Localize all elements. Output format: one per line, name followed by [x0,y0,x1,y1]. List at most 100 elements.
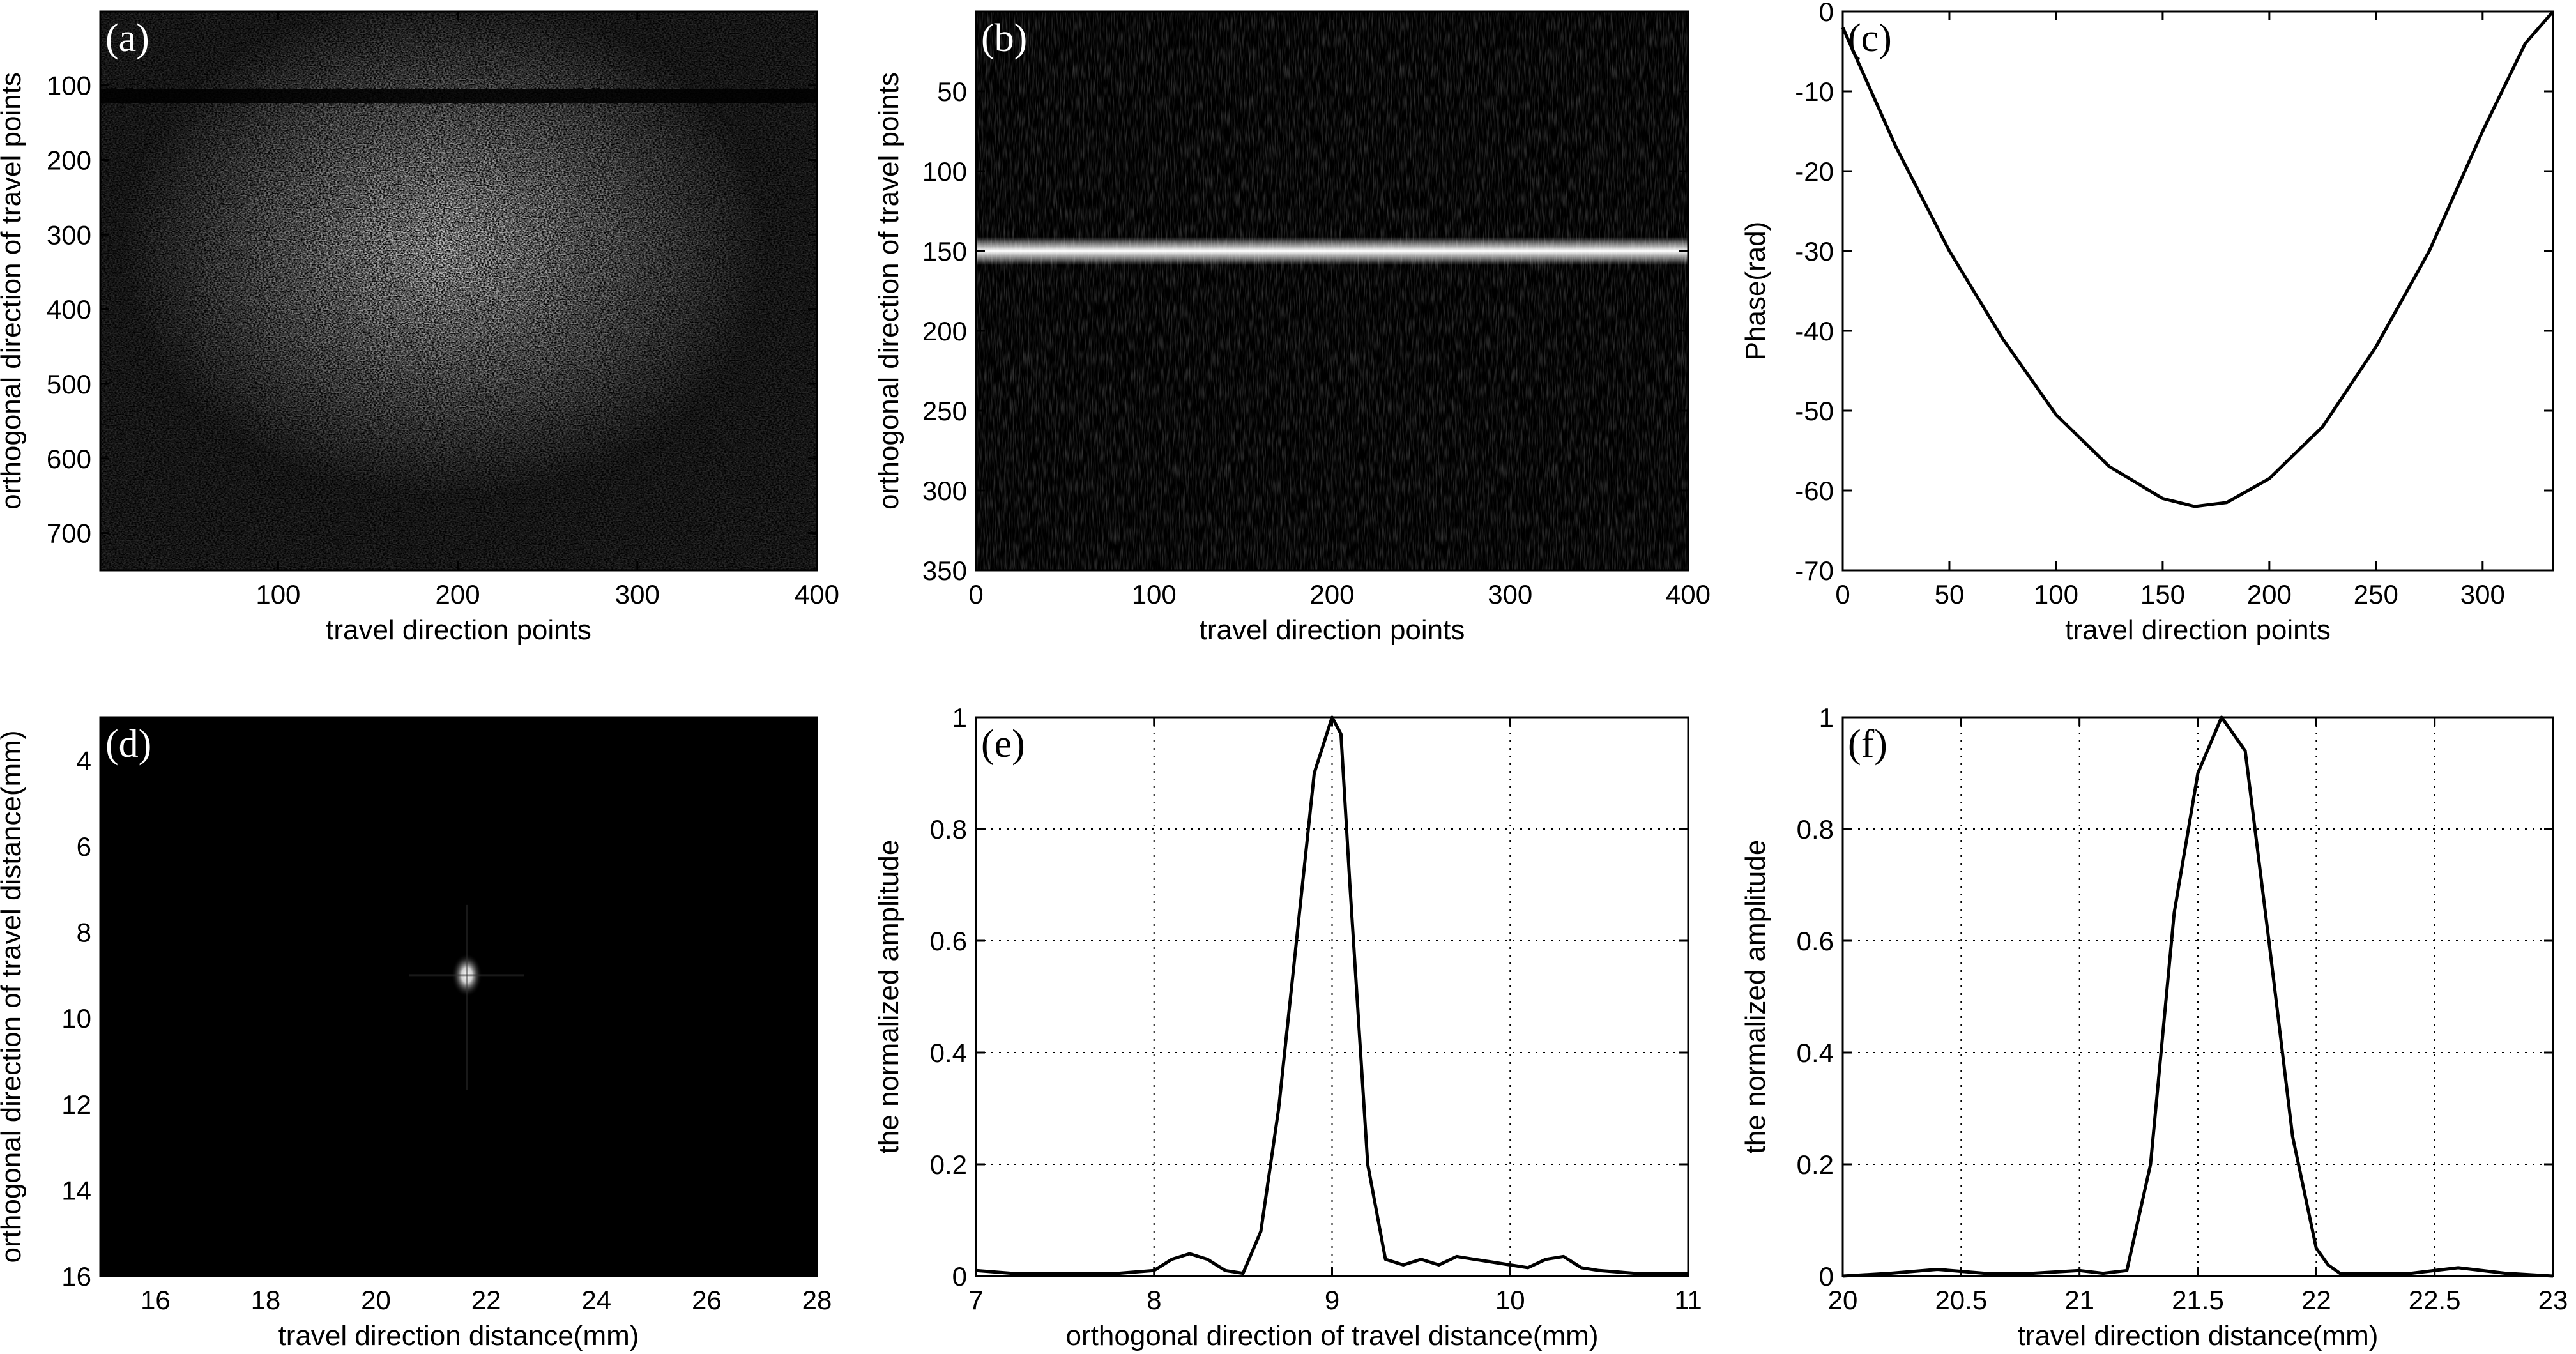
x-tick-label: 50 [1935,579,1965,609]
x-tick-label: 22 [471,1285,501,1315]
x-tick-label: 150 [2140,579,2185,609]
y-tick-label: -20 [1795,156,1834,186]
x-tick-label: 0 [968,579,983,609]
panel-e: 7 8 9 10 11 0 0.2 0.4 0.6 0.8 1 orthogonal directio… [873,703,1702,1351]
panel-label: (f) [1848,722,1887,766]
x-tick-label: 300 [1488,579,1532,609]
x-axis-label: travel direction points [1200,614,1465,646]
y-tick-label: 12 [61,1090,91,1120]
dark-band [100,89,817,103]
y-tick-label: 0 [952,1261,967,1291]
y-tick-label: -10 [1795,77,1834,107]
panel-c: 0 50 100 150 200 250 300 0 -10 -20 -30 -40 -50 -60 -70… [1740,0,2554,646]
panel-label: (d) [105,722,151,766]
x-tick-label: 10 [1495,1285,1525,1315]
x-tick-label: 21 [2064,1285,2094,1315]
range-noise [976,11,1688,570]
x-tick-label: 9 [1325,1285,1339,1315]
y-tick-label: 250 [922,396,967,426]
x-tick-label: 200 [436,579,480,609]
x-tick-label: 28 [802,1285,832,1315]
x-tick-label: 400 [795,579,839,609]
y-tick-label: 300 [47,220,91,250]
panel-label: (a) [105,17,149,60]
plot-background [1843,11,2553,570]
y-tick-label: 0.6 [1797,926,1834,956]
y-tick-label: 350 [922,556,967,586]
x-tick-label: 300 [2460,579,2505,609]
y-tick-label: 1 [952,703,967,733]
panel-a: 100 200 300 400 100 200 300 400 500 600 700 travel … [0,10,839,646]
x-tick-label: 20 [1828,1285,1858,1315]
y-tick-label: 10 [61,1003,91,1033]
y-tick-label: 0 [1819,0,1834,27]
y-tick-label: 0.4 [930,1038,967,1068]
y-axis-label: the normalized amplitude [1740,840,1771,1154]
panel-d: 16 18 20 22 24 26 28 4 6 8 10 12 14 16 travel directio… [0,716,832,1351]
panel-label: (c) [1848,17,1892,60]
plot-background [976,717,1688,1276]
y-tick-label: 600 [47,444,91,474]
y-axis-label: orthogonal direction of travel points [873,72,904,510]
y-tick-label: 400 [47,294,91,324]
x-tick-label: 100 [2034,579,2078,609]
y-tick-label: 0.8 [1797,814,1834,844]
speckle-noise [100,11,817,570]
y-tick-label: -70 [1795,556,1834,586]
x-axis-label: travel direction points [326,614,591,646]
x-tick-label: 18 [251,1285,281,1315]
x-tick-label: 16 [141,1285,171,1315]
y-tick-label: 700 [47,519,91,549]
y-tick-label: 1 [1819,703,1834,733]
panel-label: (e) [981,722,1025,766]
y-tick-label: 300 [922,476,967,506]
plot-background [1843,717,2553,1276]
y-tick-label: 100 [922,156,967,186]
x-tick-label: 0 [1835,579,1850,609]
x-tick-label: 100 [255,579,300,609]
x-axis-label: travel direction distance(mm) [2018,1320,2379,1351]
x-axis-label: travel direction distance(mm) [278,1320,639,1351]
x-tick-label: 100 [1132,579,1177,609]
y-tick-label: 16 [61,1261,91,1291]
data-series-line [975,715,1688,1275]
y-tick-label: 0.8 [930,814,967,844]
x-tick-label: 21.5 [2172,1285,2224,1315]
y-tick-label: 14 [61,1175,91,1205]
x-tick-label: 22 [2301,1285,2331,1315]
y-tick-label: 6 [77,832,91,862]
data-series-line [1841,10,2554,508]
y-axis-label: orthogonal direction of travel points [0,72,27,510]
y-tick-label: 8 [77,918,91,948]
heatmap-background [100,717,817,1276]
x-tick-label: 300 [615,579,660,609]
x-tick-label: 22.5 [2409,1285,2461,1315]
x-tick-label: 7 [968,1285,983,1315]
x-tick-label: 20 [361,1285,391,1315]
y-tick-label: 0.2 [930,1150,967,1180]
y-tick-label: 0.2 [1797,1150,1834,1180]
y-tick-label: 100 [47,71,91,101]
y-tick-label: 50 [937,77,967,107]
y-tick-label: 0 [1819,1261,1834,1291]
y-tick-label: 200 [922,316,967,346]
y-tick-label: 500 [47,369,91,399]
x-tick-label: 11 [1674,1285,1702,1315]
x-tick-label: 23 [2538,1285,2568,1315]
x-tick-label: 8 [1147,1285,1161,1315]
panel-b: 0 100 200 300 400 50 100 150 200 250 300 350 travel … [873,10,1711,646]
x-tick-label: 250 [2354,579,2398,609]
x-tick-label: 400 [1666,579,1711,609]
y-tick-label: 150 [922,236,967,266]
y-tick-label: -50 [1795,396,1834,426]
y-tick-label: 200 [47,145,91,175]
x-tick-label: 200 [2247,579,2292,609]
axes-frame [1841,10,2554,572]
axes-frame [99,716,818,1277]
x-axis-label: orthogonal direction of travel distance(… [1066,1320,1599,1351]
y-tick-label: 0.4 [1797,1038,1834,1068]
x-tick-label: 26 [692,1285,722,1315]
y-axis-label: Phase(rad) [1740,222,1771,361]
x-axis-label: travel direction points [2065,614,2331,646]
